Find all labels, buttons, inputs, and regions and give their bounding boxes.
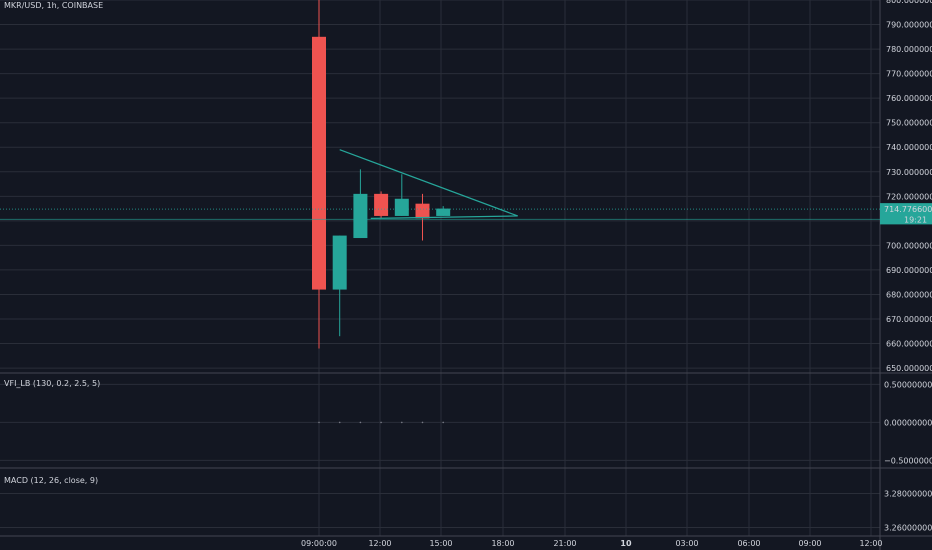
- y-tick-label: 780.00000000: [886, 45, 932, 54]
- candle-body[interactable]: [353, 193, 368, 239]
- vfi-point: [442, 421, 445, 424]
- x-tick-label: 09:00: [798, 539, 821, 548]
- y-tick-label: 770.00000000: [886, 70, 932, 79]
- x-tick-label: 10: [620, 539, 632, 548]
- vfi-y-tick-label: 0.50000000: [884, 380, 932, 389]
- macd-indicator-label[interactable]: MACD (12, 26, close, 9): [4, 476, 99, 485]
- x-tick-label: 09:00:00: [301, 539, 337, 548]
- y-tick-label: 760.00000000: [886, 94, 932, 103]
- triangle-trendline-lower[interactable]: [370, 215, 518, 220]
- triangle-trendline-upper[interactable]: [339, 149, 518, 217]
- last-price-badge: [880, 203, 932, 215]
- vfi-y-tick-label: 0.00000000: [884, 418, 932, 427]
- candle-body[interactable]: [374, 193, 389, 216]
- y-tick-label: 730.00000000: [886, 168, 932, 177]
- candle-body[interactable]: [312, 36, 326, 290]
- vfi-point: [380, 421, 382, 424]
- x-tick-label: 18:00: [491, 539, 514, 548]
- candle-body[interactable]: [332, 235, 347, 290]
- x-tick-label: 03:00: [675, 539, 698, 548]
- candle-body[interactable]: [394, 198, 409, 216]
- symbol-label[interactable]: MKR/USD, 1h, COINBASE: [4, 1, 104, 10]
- candle-body[interactable]: [415, 203, 430, 219]
- vfi-point: [421, 421, 424, 424]
- y-tick-label: 740.00000000: [886, 143, 932, 152]
- y-tick-label: 670.00000000: [886, 315, 932, 324]
- countdown-label: 19:21: [904, 215, 927, 224]
- y-tick-label: 800.00000000: [886, 0, 932, 5]
- last-price-label: 714.77660000: [884, 205, 932, 214]
- y-tick-label: 690.00000000: [886, 266, 932, 275]
- y-tick-label: 660.00000000: [886, 340, 932, 349]
- vfi-y-tick-label: −0.50000000: [884, 456, 932, 465]
- x-tick-label: 06:00: [737, 539, 760, 548]
- candle-body[interactable]: [436, 208, 451, 216]
- macd-y-tick-label: 3.26000000: [884, 524, 932, 533]
- x-tick-label: 12:00: [368, 539, 391, 548]
- y-tick-label: 720.00000000: [886, 192, 932, 201]
- y-tick-label: 790.00000000: [886, 21, 932, 30]
- y-tick-label: 700.00000000: [886, 241, 932, 250]
- vfi-point: [338, 421, 341, 424]
- vfi-point: [359, 421, 362, 424]
- y-tick-label: 750.00000000: [886, 119, 932, 128]
- y-tick-label: 680.00000000: [886, 290, 932, 299]
- vfi-point: [318, 421, 320, 424]
- y-tick-label: 650.00000000: [886, 364, 932, 373]
- vfi-indicator-label[interactable]: VFI_LB (130, 0.2, 2.5, 5): [4, 379, 101, 388]
- vfi-point: [401, 421, 403, 424]
- x-tick-label: 15:00: [429, 539, 452, 548]
- macd-y-tick-label: 3.28000000: [884, 490, 932, 499]
- countdown-badge: [880, 213, 932, 225]
- x-tick-label: 12:00: [859, 539, 882, 548]
- x-tick-label: 21:00: [553, 539, 576, 548]
